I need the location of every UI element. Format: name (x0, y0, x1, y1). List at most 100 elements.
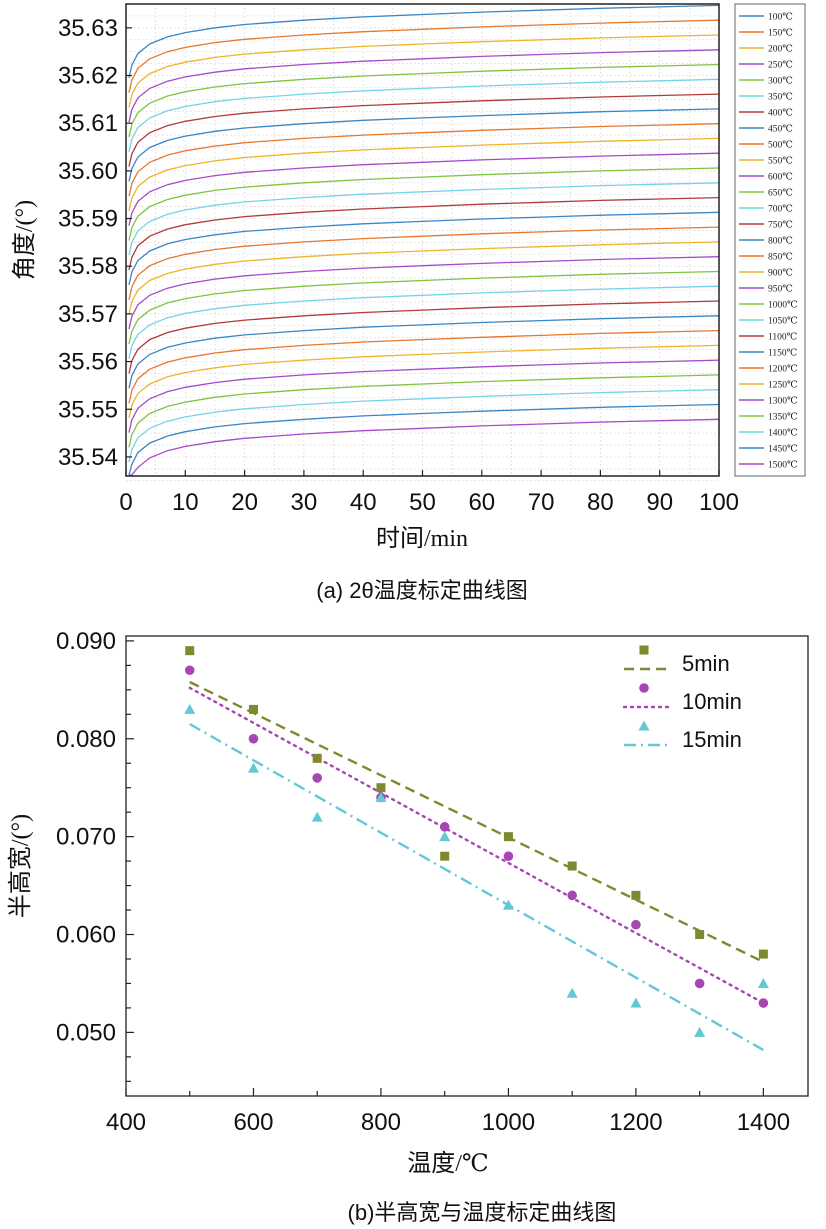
legend-label: 250℃ (768, 61, 793, 71)
data-point (248, 733, 259, 744)
series-line (128, 226, 720, 300)
series-line (128, 49, 720, 123)
legend-label: 800℃ (768, 237, 793, 247)
x-tick-label: 80 (587, 489, 614, 516)
legend-label: 750℃ (768, 221, 793, 231)
data-point (503, 832, 513, 842)
y-tick-label: 35.60 (58, 158, 118, 185)
plot-b-frame (125, 635, 809, 1097)
series-line (128, 329, 720, 404)
x-tick-label: 30 (291, 489, 318, 516)
series-line (128, 403, 720, 476)
series-line (128, 241, 720, 315)
y-tick-label: 35.63 (58, 15, 118, 42)
series-line (128, 108, 720, 182)
fit-line (189, 723, 764, 1052)
legend-label: 350℃ (768, 93, 793, 103)
x-tick-label: 20 (231, 489, 258, 516)
y-tick-label: 0.060 (56, 922, 116, 949)
data-point (311, 811, 323, 822)
plot-a-ylabel: 角度/(°) (11, 200, 38, 280)
data-point (184, 703, 196, 714)
plot-a-lines (128, 4, 720, 476)
data-point (567, 890, 577, 901)
legend-label: 850℃ (768, 253, 793, 263)
legend-label: 300℃ (768, 77, 793, 87)
plot-a-legend: 100℃ 150℃ 200℃ 250℃ 300℃ 350℃ 400℃ 450℃ 500℃ 550℃… (734, 3, 806, 477)
legend-label: 1300℃ (768, 397, 798, 407)
plot-b-points (184, 646, 769, 1037)
series-line (128, 285, 720, 359)
legend-label: 600℃ (768, 173, 793, 183)
fit-line (188, 686, 765, 1005)
legend-marker (638, 720, 650, 731)
legend-label: 1250℃ (768, 381, 798, 391)
legend-label: 1400℃ (768, 429, 798, 439)
y-tick-label: 0.070 (56, 824, 116, 851)
legend-label: 950℃ (768, 285, 793, 295)
plot-a-caption: (a) 2θ温度标定曲线图 (316, 578, 527, 603)
y-tick-label: 35.57 (58, 301, 118, 328)
series-line (128, 4, 720, 79)
data-point (503, 851, 514, 862)
legend-label: 550℃ (768, 157, 793, 167)
data-point (185, 646, 195, 656)
legend-label: 1050℃ (768, 317, 798, 327)
plot-b-ylabel: 半高宽/(°) (7, 814, 34, 918)
x-tick-label: 60 (468, 489, 495, 516)
series-line (129, 418, 720, 476)
panel-a: 0 10 20 30 40 50 60 70 80 90 100 35.54 35.55 35.56 35.… (11, 3, 806, 603)
data-point (631, 890, 641, 900)
y-tick-label: 35.56 (58, 349, 118, 376)
fit-line (189, 680, 764, 963)
data-point (440, 851, 450, 861)
x-tick-label: 70 (528, 489, 555, 516)
x-tick-label: 10 (172, 489, 199, 516)
x-tick-label: 50 (409, 489, 436, 516)
data-point (439, 831, 451, 842)
series-line (128, 270, 720, 345)
y-tick-label: 35.55 (58, 396, 118, 423)
data-point (631, 919, 641, 930)
data-point (376, 783, 386, 793)
series-line (128, 196, 720, 271)
y-tick-label: 35.58 (58, 253, 118, 280)
x-tick-label: 1000 (482, 1109, 535, 1136)
series-line (128, 152, 720, 226)
data-point (375, 791, 387, 802)
series-line (128, 182, 720, 256)
y-tick-label: 0.050 (56, 1019, 116, 1046)
data-point (502, 899, 514, 910)
legend-label: 100℃ (768, 13, 793, 23)
plot-a-xlabel: 时间/min (376, 525, 468, 552)
legend-marker (639, 645, 649, 655)
legend-label: 400℃ (768, 109, 793, 119)
series-line (128, 256, 720, 330)
x-tick-label: 100 (699, 489, 739, 516)
data-point (184, 665, 195, 676)
series-line (128, 374, 720, 448)
plot-b-axis-ticks: 400 600 800 1000 1200 1400 0.050 0.060 0.070 0.08… (56, 628, 790, 1136)
plot-b-fit-lines (188, 680, 765, 1052)
series-line (128, 211, 720, 285)
series-line (128, 315, 720, 389)
legend-label: 1150℃ (768, 349, 798, 359)
series-line (128, 78, 720, 152)
legend-label: 1200℃ (768, 365, 798, 375)
legend-label: 1500℃ (768, 461, 798, 471)
x-tick-label: 40 (350, 489, 377, 516)
legend-label: 15min (682, 727, 742, 752)
y-tick-label: 35.62 (58, 63, 118, 90)
data-point (247, 762, 259, 773)
data-point (312, 773, 323, 783)
y-tick-label: 0.080 (56, 726, 116, 753)
legend-label: 150℃ (768, 29, 793, 39)
series-line (128, 167, 720, 241)
series-line (128, 19, 720, 93)
legend-label: 5min (682, 651, 730, 676)
x-tick-label: 600 (233, 1109, 273, 1136)
legend-label: 1350℃ (768, 413, 798, 423)
legend-label: 500℃ (768, 141, 793, 151)
plot-b-xlabel: 温度/℃ (407, 1150, 489, 1177)
